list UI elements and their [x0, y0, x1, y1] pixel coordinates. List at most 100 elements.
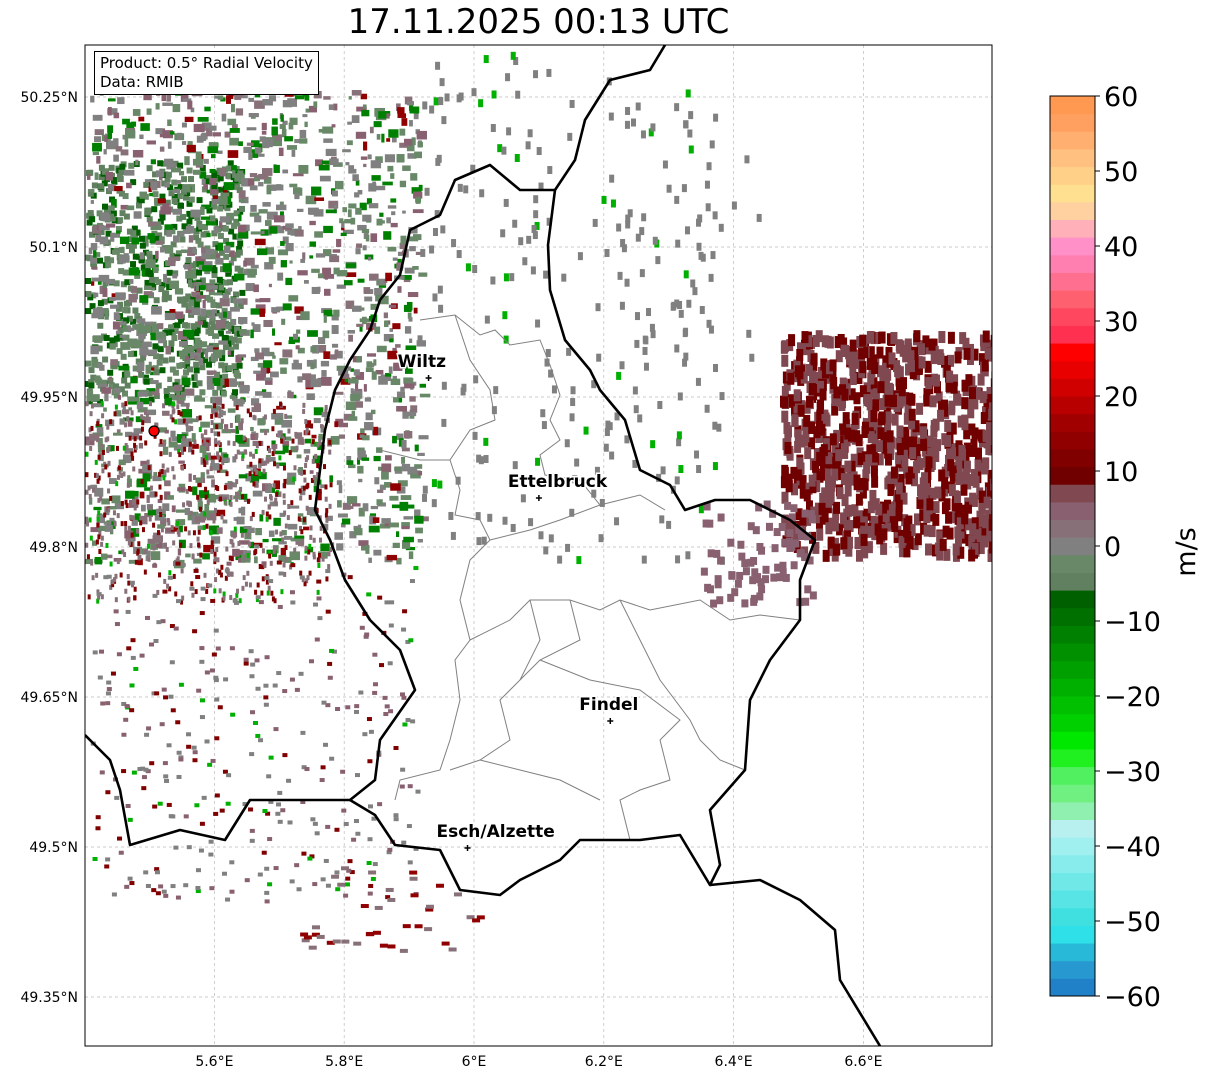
echo-pixel — [594, 466, 600, 475]
echo-pixel — [298, 164, 309, 174]
echo-pixel — [961, 504, 969, 517]
echo-pixel — [158, 542, 167, 549]
echo-pixel — [107, 445, 115, 452]
echo-pixel — [472, 265, 478, 274]
echo-pixel — [210, 455, 221, 460]
echo-pixel — [305, 420, 312, 428]
echo-pixel — [127, 475, 131, 482]
echo-pixel — [288, 340, 296, 345]
echo-pixel — [166, 467, 170, 473]
echo-pixel — [262, 538, 269, 543]
echo-pixel — [345, 876, 351, 881]
echo-pixel — [124, 499, 128, 505]
echo-pixel — [141, 420, 145, 426]
echo-pixel — [213, 342, 220, 349]
echo-pixel — [102, 308, 109, 315]
echo-pixel — [472, 431, 478, 440]
echo-pixel — [200, 314, 207, 321]
echo-pixel — [816, 528, 824, 541]
echo-pixel — [145, 259, 156, 269]
echo-pixel — [409, 246, 416, 252]
echo-pixel — [391, 137, 397, 143]
echo-pixel — [376, 345, 387, 353]
echo-pixel — [435, 157, 441, 166]
echo-pixel — [236, 449, 240, 455]
echo-pixel — [176, 750, 182, 755]
echo-pixel — [859, 486, 867, 499]
echo-pixel — [239, 205, 246, 212]
radar-site-marker — [148, 425, 160, 437]
echo-pixel — [543, 270, 549, 279]
echo-pixel — [105, 278, 115, 285]
echo-pixel — [186, 845, 192, 850]
echo-pixel — [306, 393, 315, 401]
echo-pixel — [107, 472, 111, 478]
echo-pixel — [148, 186, 152, 192]
echo-pixel — [398, 397, 403, 403]
echo-pixel — [208, 330, 215, 337]
echo-pixel — [227, 150, 239, 158]
echo-pixel — [694, 450, 700, 459]
echo-pixel — [99, 364, 105, 371]
echo-pixel — [181, 122, 187, 128]
echo-pixel — [348, 334, 353, 342]
echo-pixel — [230, 325, 237, 332]
echo-pixel — [133, 505, 137, 511]
echo-pixel — [709, 140, 715, 149]
echo-pixel — [342, 502, 351, 510]
echo-pixel — [246, 498, 250, 504]
echo-pixel — [148, 367, 155, 371]
echo-pixel — [889, 394, 897, 407]
echo-pixel — [762, 565, 770, 574]
echo-pixel — [150, 371, 154, 376]
echo-pixel — [143, 569, 147, 575]
echo-pixel — [325, 576, 329, 582]
echo-pixel — [147, 271, 154, 278]
echo-pixel — [198, 506, 202, 512]
echo-pixel — [141, 527, 145, 533]
echo-pixel — [863, 461, 871, 474]
echo-pixel — [122, 454, 132, 463]
echo-pixel — [574, 458, 580, 467]
echo-pixel — [294, 432, 303, 439]
echo-pixel — [194, 803, 200, 808]
echo-pixel — [124, 279, 131, 286]
echo-pixel — [95, 539, 99, 545]
echo-pixel — [320, 424, 325, 433]
echo-pixel — [903, 518, 911, 531]
echo-pixel — [836, 395, 844, 408]
echo-pixel — [576, 556, 582, 565]
echo-pixel — [678, 309, 684, 318]
echo-pixel — [142, 473, 151, 482]
echo-pixel — [214, 793, 220, 798]
echo-pixel — [144, 267, 151, 274]
echo-pixel — [229, 860, 235, 865]
echo-pixel — [198, 358, 204, 366]
echo-pixel — [367, 837, 373, 842]
echo-pixel — [225, 471, 229, 477]
echo-pixel — [272, 355, 276, 359]
echo-pixel — [271, 451, 275, 457]
echo-pixel — [533, 195, 539, 204]
echo-pixel — [880, 542, 888, 555]
echo-pixel — [276, 802, 282, 807]
echo-pixel — [129, 881, 135, 886]
echo-pixel — [376, 134, 381, 140]
echo-pixel — [215, 568, 219, 574]
echo-pixel — [278, 555, 287, 562]
echo-pixel — [209, 466, 213, 472]
echo-pixel — [781, 514, 789, 527]
echo-pixel — [111, 363, 118, 370]
echo-pixel — [97, 510, 101, 516]
echo-pixel — [208, 142, 218, 148]
echo-pixel — [327, 515, 333, 521]
echo-pixel — [225, 340, 232, 347]
echo-pixel — [366, 592, 372, 597]
echo-pixel — [149, 221, 159, 226]
echo-pixel — [90, 255, 97, 264]
echo-pixel — [265, 579, 269, 585]
echo-pixel — [807, 510, 815, 519]
echo-pixel — [304, 280, 309, 284]
echo-pixel — [884, 394, 892, 407]
echo-pixel — [136, 548, 140, 554]
